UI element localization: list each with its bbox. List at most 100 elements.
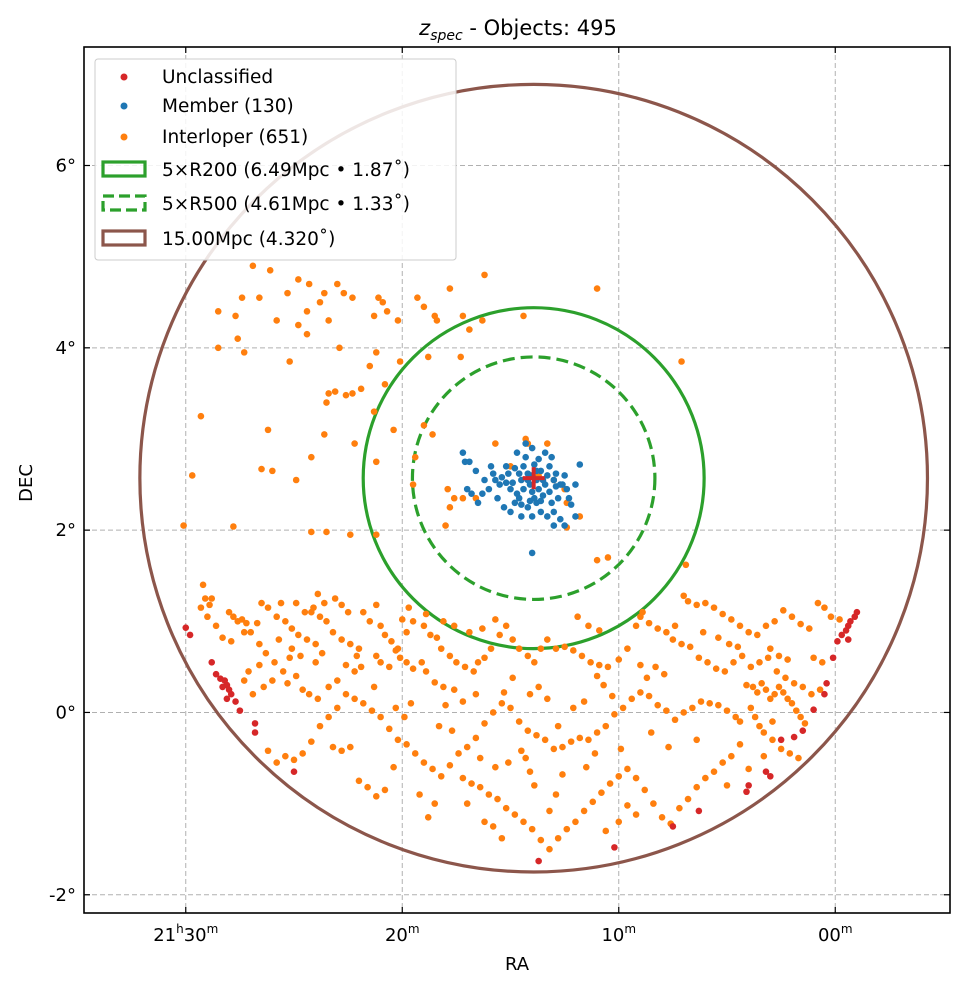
data-point (578, 652, 586, 660)
data-point (836, 616, 843, 623)
data-point (479, 317, 486, 324)
data-point (531, 782, 538, 789)
data-point (401, 713, 408, 721)
data-point (463, 800, 471, 807)
data-point (297, 652, 304, 660)
data-point (258, 599, 265, 607)
data-point (771, 617, 778, 625)
data-point (552, 645, 560, 652)
data-point (381, 631, 389, 639)
data-point (548, 453, 555, 461)
data-point (316, 298, 324, 306)
data-point (494, 795, 501, 803)
data-point (414, 294, 421, 301)
data-point (416, 791, 423, 798)
x-tick-label: 10m (601, 922, 636, 946)
data-point (702, 774, 709, 782)
data-point (186, 631, 194, 639)
data-point (773, 668, 781, 675)
series-0 (182, 608, 861, 865)
data-point (440, 683, 447, 691)
data-point (507, 485, 514, 493)
data-point (450, 622, 458, 630)
data-point (544, 440, 551, 447)
data-point (797, 620, 804, 628)
data-point (736, 741, 744, 748)
data-point (338, 747, 345, 755)
data-point (600, 681, 607, 689)
data-point (377, 622, 384, 630)
data-point (377, 659, 384, 666)
data-point (678, 640, 685, 648)
data-point (266, 267, 274, 274)
data-point (353, 652, 361, 660)
data-point (492, 616, 499, 623)
data-point (572, 818, 579, 826)
data-point (777, 745, 785, 753)
data-point (394, 736, 402, 744)
data-point (418, 659, 426, 666)
data-point (693, 736, 700, 744)
data-point (305, 280, 313, 288)
data-point (303, 330, 311, 338)
data-point (546, 807, 553, 815)
data-point (342, 391, 350, 399)
data-point (615, 656, 623, 663)
data-point (689, 704, 696, 712)
data-point (492, 476, 499, 484)
data-point (314, 590, 322, 598)
data-point (760, 729, 768, 736)
data-point (706, 700, 713, 707)
data-point (230, 613, 237, 621)
data-point (359, 608, 367, 616)
radius-circle-2 (138, 82, 930, 874)
data-point (522, 754, 529, 762)
data-point (617, 745, 625, 753)
data-point (515, 645, 523, 652)
data-point (390, 763, 397, 771)
data-point (771, 690, 778, 698)
data-point (214, 344, 222, 352)
x-tick-label: 21h30m (153, 922, 218, 946)
data-point (453, 659, 460, 666)
data-point (325, 390, 332, 397)
data-point (227, 690, 235, 698)
data-point (593, 285, 601, 292)
data-point (466, 628, 473, 636)
data-point (323, 617, 330, 625)
data-point (314, 695, 322, 703)
data-point (424, 813, 432, 821)
data-point (256, 640, 263, 648)
data-point (364, 783, 371, 791)
data-point (544, 636, 551, 643)
data-point (381, 786, 389, 794)
data-point (323, 528, 330, 536)
data-point (468, 490, 475, 497)
data-point (442, 701, 449, 709)
data-point (357, 663, 365, 671)
data-point (738, 652, 746, 660)
data-point (424, 353, 432, 361)
data-point (403, 628, 410, 636)
data-point (349, 294, 356, 301)
data-point (611, 710, 618, 718)
data-point (225, 608, 233, 616)
data-point (481, 476, 488, 484)
data-point (786, 750, 794, 757)
data-point (481, 654, 488, 662)
data-point (214, 308, 222, 315)
data-point (468, 780, 475, 787)
data-point (660, 670, 668, 678)
data-point (450, 494, 458, 502)
data-point (715, 634, 722, 642)
data-point (544, 513, 551, 520)
data-point (509, 636, 516, 643)
data-point (546, 845, 553, 853)
data-point (539, 492, 547, 499)
data-point (569, 647, 577, 654)
data-point (782, 674, 789, 682)
data-point (749, 683, 757, 691)
y-tick-label: -2° (49, 885, 76, 906)
data-point (533, 731, 540, 739)
